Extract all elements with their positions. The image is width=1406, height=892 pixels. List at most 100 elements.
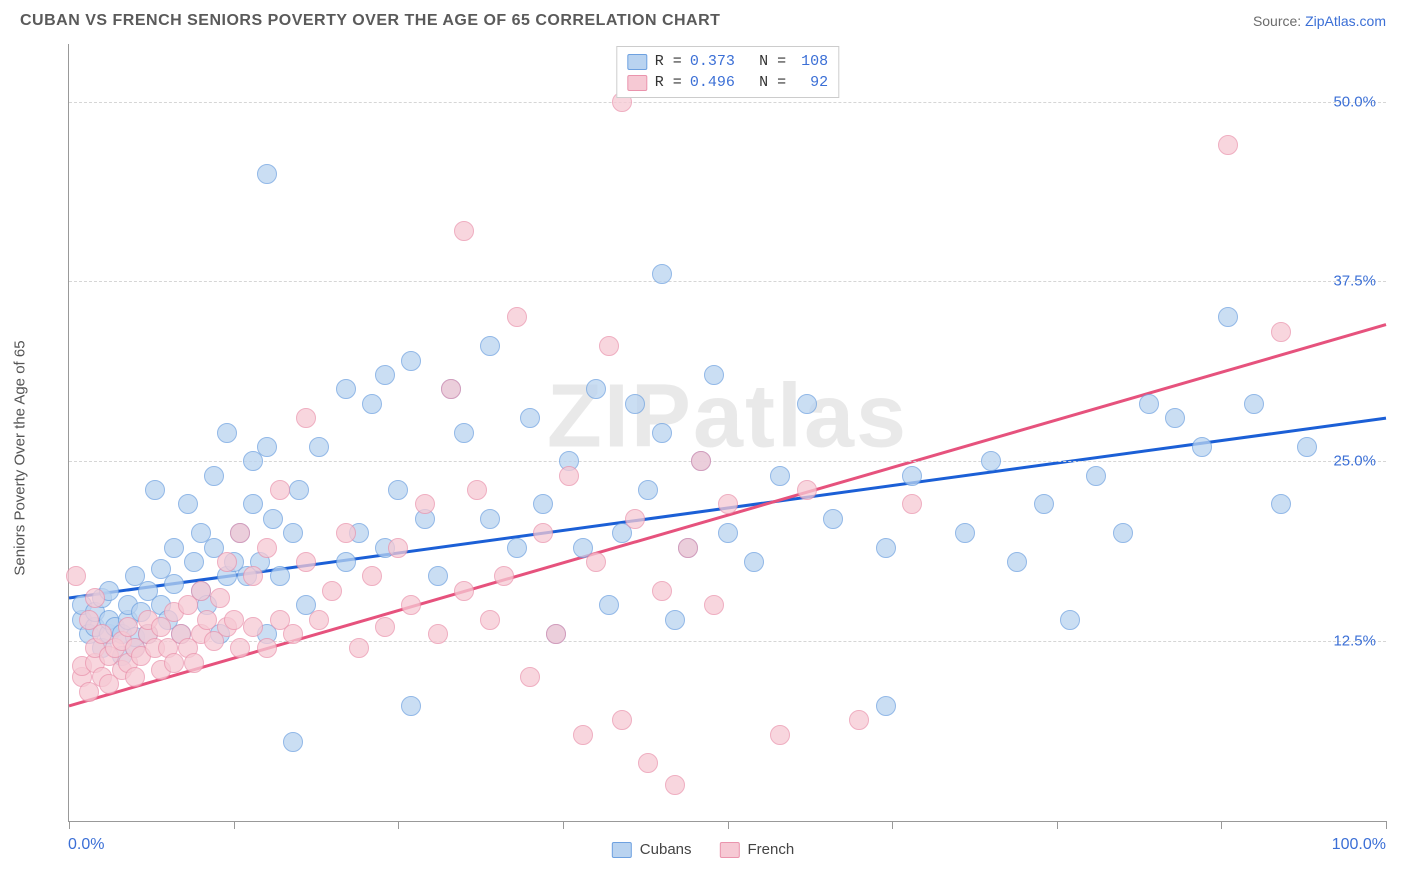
scatter-marker xyxy=(638,753,658,773)
scatter-marker xyxy=(164,574,184,594)
scatter-marker xyxy=(507,307,527,327)
scatter-marker xyxy=(480,610,500,630)
scatter-marker xyxy=(1218,135,1238,155)
scatter-marker xyxy=(388,538,408,558)
chart-title: CUBAN VS FRENCH SENIORS POVERTY OVER THE… xyxy=(20,12,720,30)
scatter-marker xyxy=(770,466,790,486)
x-tick xyxy=(398,821,399,829)
scatter-marker xyxy=(625,394,645,414)
scatter-marker xyxy=(652,581,672,601)
scatter-marker xyxy=(902,466,922,486)
scatter-marker xyxy=(178,494,198,514)
scatter-marker xyxy=(118,617,138,637)
scatter-marker xyxy=(289,480,309,500)
correlation-legend: R =0.373 N =108R =0.496 N =92 xyxy=(616,46,839,98)
n-label: N = xyxy=(759,53,786,70)
scatter-marker xyxy=(217,552,237,572)
scatter-marker xyxy=(507,538,527,558)
scatter-marker xyxy=(691,451,711,471)
scatter-marker xyxy=(415,494,435,514)
legend-item: French xyxy=(720,841,795,858)
scatter-marker xyxy=(480,509,500,529)
scatter-marker xyxy=(66,566,86,586)
gridline xyxy=(69,102,1386,103)
r-label: R = xyxy=(655,74,682,91)
scatter-marker xyxy=(263,509,283,529)
scatter-marker xyxy=(224,610,244,630)
chart-header: CUBAN VS FRENCH SENIORS POVERTY OVER THE… xyxy=(0,0,1406,38)
scatter-marker xyxy=(283,732,303,752)
r-value: 0.496 xyxy=(690,74,735,91)
scatter-marker xyxy=(349,638,369,658)
scatter-marker xyxy=(638,480,658,500)
scatter-marker xyxy=(243,494,263,514)
plot-region: ZIPatlas R =0.373 N =108R =0.496 N =92 1… xyxy=(68,44,1386,822)
scatter-marker xyxy=(283,523,303,543)
y-tick-label: 50.0% xyxy=(1333,93,1376,110)
scatter-marker xyxy=(573,725,593,745)
y-tick-label: 12.5% xyxy=(1333,633,1376,650)
scatter-marker xyxy=(184,653,204,673)
scatter-marker xyxy=(270,566,290,586)
legend-row: R = 0.373 N = 108 xyxy=(627,51,828,72)
x-tick xyxy=(728,821,729,829)
scatter-marker xyxy=(296,408,316,428)
scatter-marker xyxy=(559,466,579,486)
scatter-marker xyxy=(204,466,224,486)
scatter-marker xyxy=(270,480,290,500)
scatter-marker xyxy=(1297,437,1317,457)
scatter-marker xyxy=(388,480,408,500)
scatter-marker xyxy=(704,365,724,385)
scatter-marker xyxy=(625,509,645,529)
scatter-marker xyxy=(612,710,632,730)
x-tick xyxy=(1386,821,1387,829)
scatter-marker xyxy=(678,538,698,558)
scatter-marker xyxy=(665,610,685,630)
scatter-marker xyxy=(665,775,685,795)
scatter-marker xyxy=(243,566,263,586)
scatter-marker xyxy=(1218,307,1238,327)
y-tick-label: 37.5% xyxy=(1333,273,1376,290)
r-value: 0.373 xyxy=(690,53,735,70)
legend-swatch xyxy=(627,54,647,70)
scatter-marker xyxy=(1271,322,1291,342)
scatter-marker xyxy=(770,725,790,745)
scatter-marker xyxy=(230,638,250,658)
n-value: 108 xyxy=(794,53,828,70)
scatter-marker xyxy=(454,423,474,443)
scatter-marker xyxy=(145,480,165,500)
scatter-marker xyxy=(257,538,277,558)
scatter-marker xyxy=(401,595,421,615)
scatter-marker xyxy=(336,379,356,399)
scatter-marker xyxy=(533,494,553,514)
legend-item: Cubans xyxy=(612,841,692,858)
scatter-marker xyxy=(191,581,211,601)
gridline xyxy=(69,281,1386,282)
r-label: R = xyxy=(655,53,682,70)
scatter-marker xyxy=(1139,394,1159,414)
scatter-marker xyxy=(375,365,395,385)
x-axis-min-label: 0.0% xyxy=(68,836,104,854)
legend-row: R =0.496 N =92 xyxy=(627,72,828,93)
scatter-marker xyxy=(197,610,217,630)
scatter-marker xyxy=(533,523,553,543)
series-legend: Cubans French xyxy=(612,841,794,858)
scatter-marker xyxy=(823,509,843,529)
scatter-marker xyxy=(336,552,356,572)
source-link[interactable]: ZipAtlas.com xyxy=(1305,13,1386,29)
scatter-marker xyxy=(652,264,672,284)
x-tick xyxy=(1221,821,1222,829)
scatter-marker xyxy=(454,221,474,241)
scatter-marker xyxy=(599,336,619,356)
scatter-marker xyxy=(586,379,606,399)
scatter-marker xyxy=(362,566,382,586)
legend-swatch xyxy=(612,842,632,858)
scatter-marker xyxy=(1086,466,1106,486)
scatter-marker xyxy=(428,624,448,644)
scatter-marker xyxy=(230,523,250,543)
scatter-marker xyxy=(428,566,448,586)
scatter-marker xyxy=(257,437,277,457)
x-tick xyxy=(234,821,235,829)
y-axis-label: Seniors Poverty Over the Age of 65 xyxy=(12,340,29,575)
scatter-marker xyxy=(375,617,395,637)
